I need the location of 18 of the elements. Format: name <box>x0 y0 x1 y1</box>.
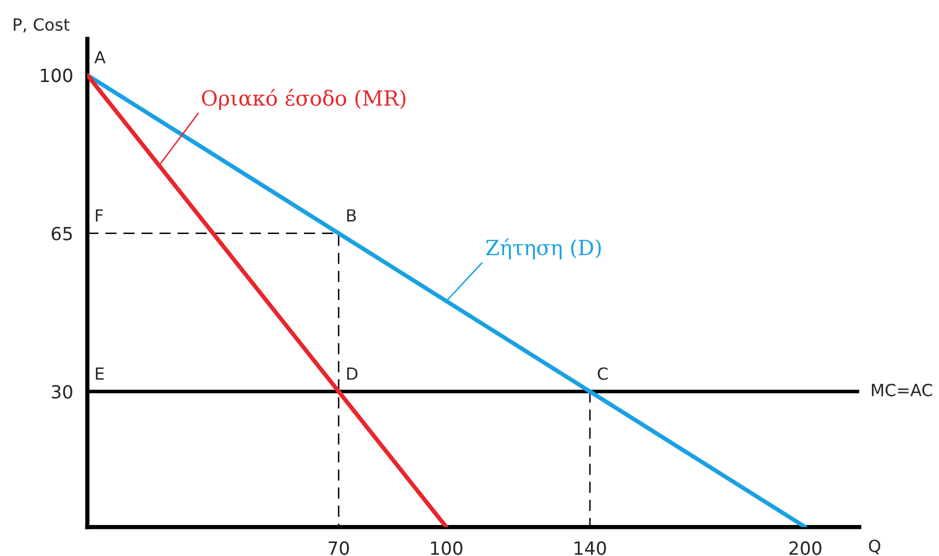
ref-line-label: MC=AC <box>872 384 932 396</box>
x-tick-label: 100 <box>431 541 462 555</box>
annotation: B <box>347 209 356 222</box>
text: Οριακό έσοδο (MR) <box>202 88 406 110</box>
y-tick-label: 65 <box>52 226 72 240</box>
x-tick-label: 200 <box>789 541 822 555</box>
annotation: C <box>598 367 608 380</box>
text: Ζήτηση (D) <box>486 238 601 260</box>
annotation: D <box>347 368 358 380</box>
annotation: A <box>94 51 106 64</box>
annotation: E <box>96 368 104 380</box>
annotation: F <box>96 209 103 222</box>
y-tick-label: 30 <box>52 384 72 399</box>
y-axis-title: P, Cost <box>14 18 70 33</box>
x-axis-title: Q <box>868 540 880 554</box>
x-tick-label: 140 <box>574 541 606 555</box>
y-tick-label: 100 <box>40 68 72 82</box>
x-tick-label: 70 <box>328 541 349 555</box>
